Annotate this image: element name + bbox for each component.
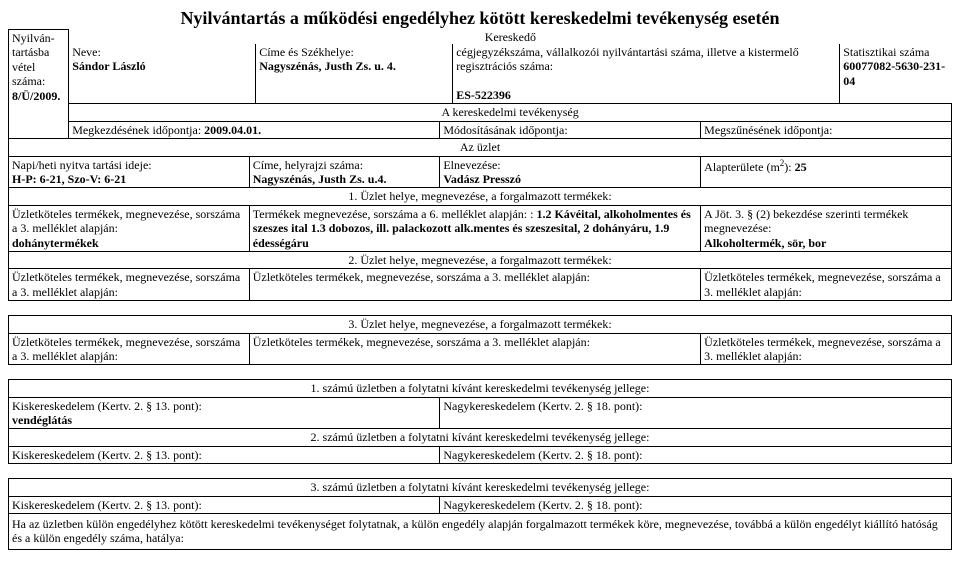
megszunes-cell: Megszűnésének időpontja: [701, 121, 952, 138]
main-table: Nyilván- tartásba vétel száma: 8/Ü/2009.… [8, 29, 952, 550]
es-value: ES-522396 [456, 88, 511, 102]
jel2-label: 2. számú üzletben a folytatni kívánt ker… [9, 429, 952, 446]
nagy3-cell: Nagykereskedelem (Kertv. 2. § 18. pont): [440, 496, 952, 513]
alap-cell: Alapterülete (m2): 25 [701, 156, 952, 188]
meg-label: Megkezdésének időpontja: [72, 123, 201, 137]
alap-label: Alapterülete (m [704, 160, 780, 174]
napi-label: Napi/heti nyitva tartási ideje: [12, 158, 152, 172]
stat-label: Statisztikai száma [843, 45, 929, 59]
kis2-cell: Kiskereskedelem (Kertv. 2. § 13. pont): [9, 446, 440, 463]
side-label-cell: Nyilván- tartásba vétel száma: 8/Ü/2009. [9, 30, 69, 139]
r7c1: Üzletköteles termékek, megnevezése, sors… [9, 333, 250, 365]
kis1-label: Kiskereskedelem (Kertv. 2. § 13. pont): [12, 399, 202, 413]
elnev-cell: Elnevezése: Vadász Presszó [440, 156, 701, 188]
page-title: Nyilvántartás a működési engedélyhez köt… [8, 8, 952, 29]
r6c1: Üzletköteles termékek, megnevezése, sors… [9, 269, 250, 301]
r5c3: A Jöt. 3. § (2) bekezdése szerinti termé… [701, 205, 952, 251]
kereskedo-label: Kereskedő [69, 30, 951, 44]
napi-value: H-P: 6-21, Szo-V: 6-21 [12, 172, 126, 186]
elnev-value: Vadász Presszó [443, 172, 521, 186]
nagy2-cell: Nagykereskedelem (Kertv. 2. § 18. pont): [440, 446, 952, 463]
gap-row-3 [9, 464, 952, 479]
side-value: 8/Ü/2009. [12, 89, 60, 103]
uzlet-cime-value: Nagyszénás, Justh Zs. u.4. [253, 172, 387, 186]
footer-cell: Ha az üzletben külön engedélyhez kötött … [9, 514, 952, 550]
sec3-label: 3. Üzlet helye, megnevezése, a forgalmaz… [9, 316, 952, 333]
megkezdes-cell: Megkezdésének időpontja: 2009.04.01. [69, 121, 440, 138]
r6c3: Üzletköteles termékek, megnevezése, sors… [701, 269, 952, 301]
r5c1-value: dohánytermékek [12, 236, 99, 250]
uzlet-cime-cell: Címe, helyrajzi száma: Nagyszénás, Justh… [249, 156, 440, 188]
meg-value: 2009.04.01. [204, 123, 261, 137]
side-label: Nyilván- tartásba vétel száma: [12, 31, 55, 88]
r5c2: Termékek megnevezése, sorszáma a 6. mell… [249, 205, 700, 251]
stat-value: 60077082-5630-231-04 [843, 59, 945, 87]
cime-label: Címe és Székhelye: [259, 45, 354, 59]
r5c1: Üzletköteles termékek, megnevezése, sors… [9, 205, 250, 251]
r5c1-label: Üzletköteles termékek, megnevezése, sors… [12, 207, 240, 235]
jel3-label: 3. számú üzletben a folytatni kívánt ker… [9, 479, 952, 496]
sec1-label: 1. Üzlet helye, megnevezése, a forgalmaz… [9, 188, 952, 205]
kis3-cell: Kiskereskedelem (Kertv. 2. § 13. pont): [9, 496, 440, 513]
r7c2: Üzletköteles termékek, megnevezése, sors… [249, 333, 700, 365]
neve-label: Neve: [72, 45, 101, 59]
kis1-value: vendéglátás [12, 413, 72, 427]
r6c2: Üzletköteles termékek, megnevezése, sors… [249, 269, 700, 301]
napi-cell: Napi/heti nyitva tartási ideje: H-P: 6-2… [9, 156, 250, 188]
kis1-cell: Kiskereskedelem (Kertv. 2. § 13. pont): … [9, 397, 440, 429]
jel1-label: 1. számú üzletben a folytatni kívánt ker… [9, 380, 952, 397]
alap-close: ): [784, 160, 794, 174]
r7c3: Üzletköteles termékek, megnevezése, sors… [701, 333, 952, 365]
gap-row [9, 301, 952, 316]
azuzlet-label: Az üzlet [9, 139, 952, 156]
sec2-label: 2. Üzlet helye, megnevezése, a forgalmaz… [9, 251, 952, 268]
neve-value: Sándor László [72, 59, 145, 73]
modositas-cell: Módosításának időpontja: [440, 121, 701, 138]
gap-row-2 [9, 365, 952, 380]
nagy1-cell: Nagykereskedelem (Kertv. 2. § 18. pont): [440, 397, 952, 429]
r5c3-value: Alkoholtermék, sör, bor [704, 236, 826, 250]
cime-value: Nagyszénás, Justh Zs. u. 4. [259, 59, 396, 73]
r5c2-label: Termékek megnevezése, sorszáma a 6. mell… [253, 207, 534, 221]
r5c3-label: A Jöt. 3. § (2) bekezdése szerinti termé… [704, 207, 908, 235]
ceg-label: cégjegyzékszáma, vállalkozói nyilvántart… [456, 45, 799, 73]
alap-value: 25 [795, 160, 807, 174]
elnev-label: Elnevezése: [443, 158, 500, 172]
uzlet-cime-label: Címe, helyrajzi száma: [253, 158, 363, 172]
kereskedelmi-tev-label: A kereskedelmi tevékenység [69, 104, 952, 121]
